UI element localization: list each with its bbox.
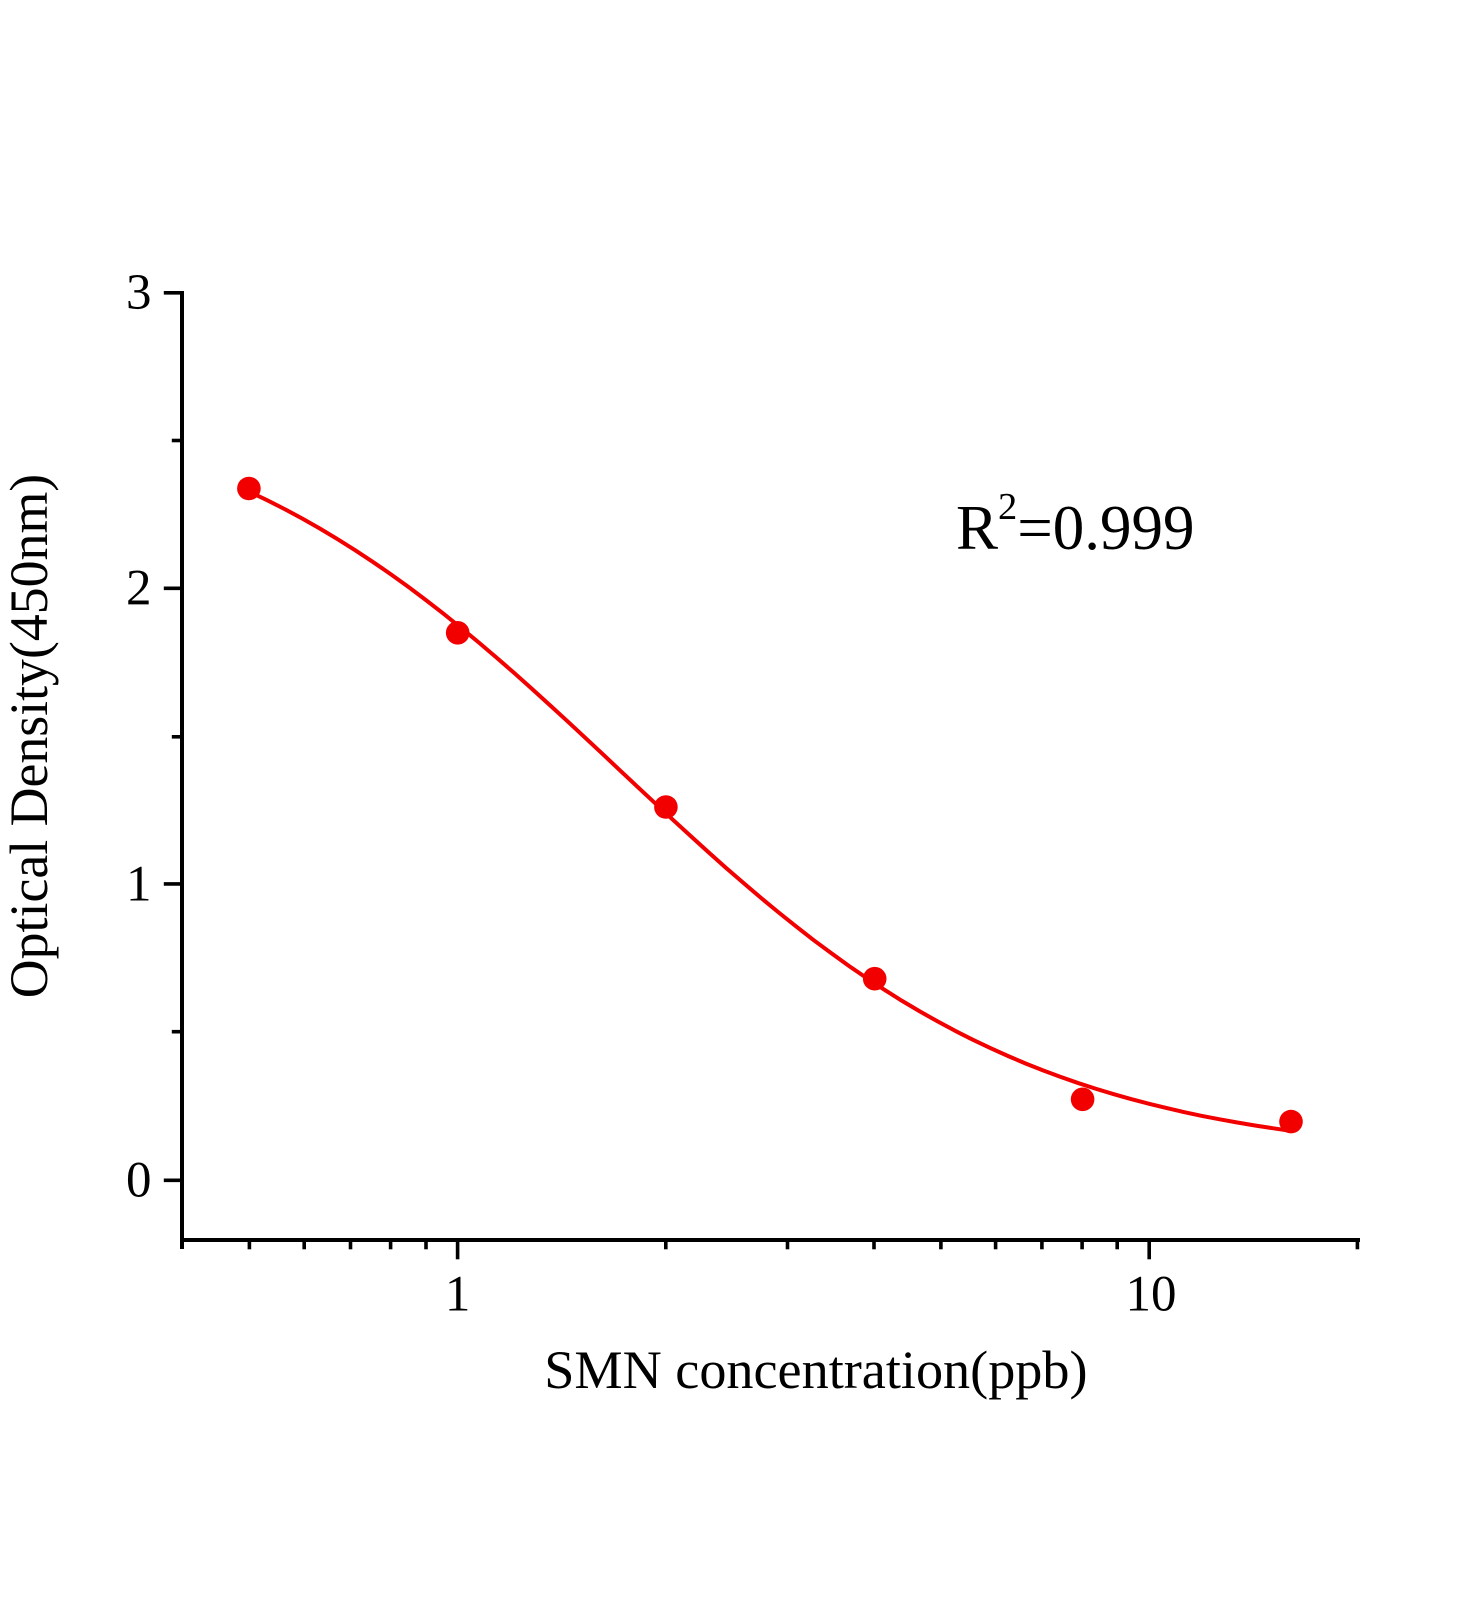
svg-text:SMN concentration(ppb): SMN concentration(ppb) — [544, 1340, 1087, 1400]
svg-text:0: 0 — [126, 1153, 152, 1209]
svg-text:10: 10 — [1126, 1267, 1177, 1323]
svg-text:R2=0.999: R2=0.999 — [956, 486, 1195, 563]
svg-text:2: 2 — [126, 561, 152, 617]
svg-text:Optical Density(450nm): Optical Density(450nm) — [0, 474, 59, 998]
svg-text:1: 1 — [445, 1267, 471, 1323]
svg-text:3: 3 — [126, 265, 152, 321]
svg-text:1: 1 — [126, 856, 152, 912]
